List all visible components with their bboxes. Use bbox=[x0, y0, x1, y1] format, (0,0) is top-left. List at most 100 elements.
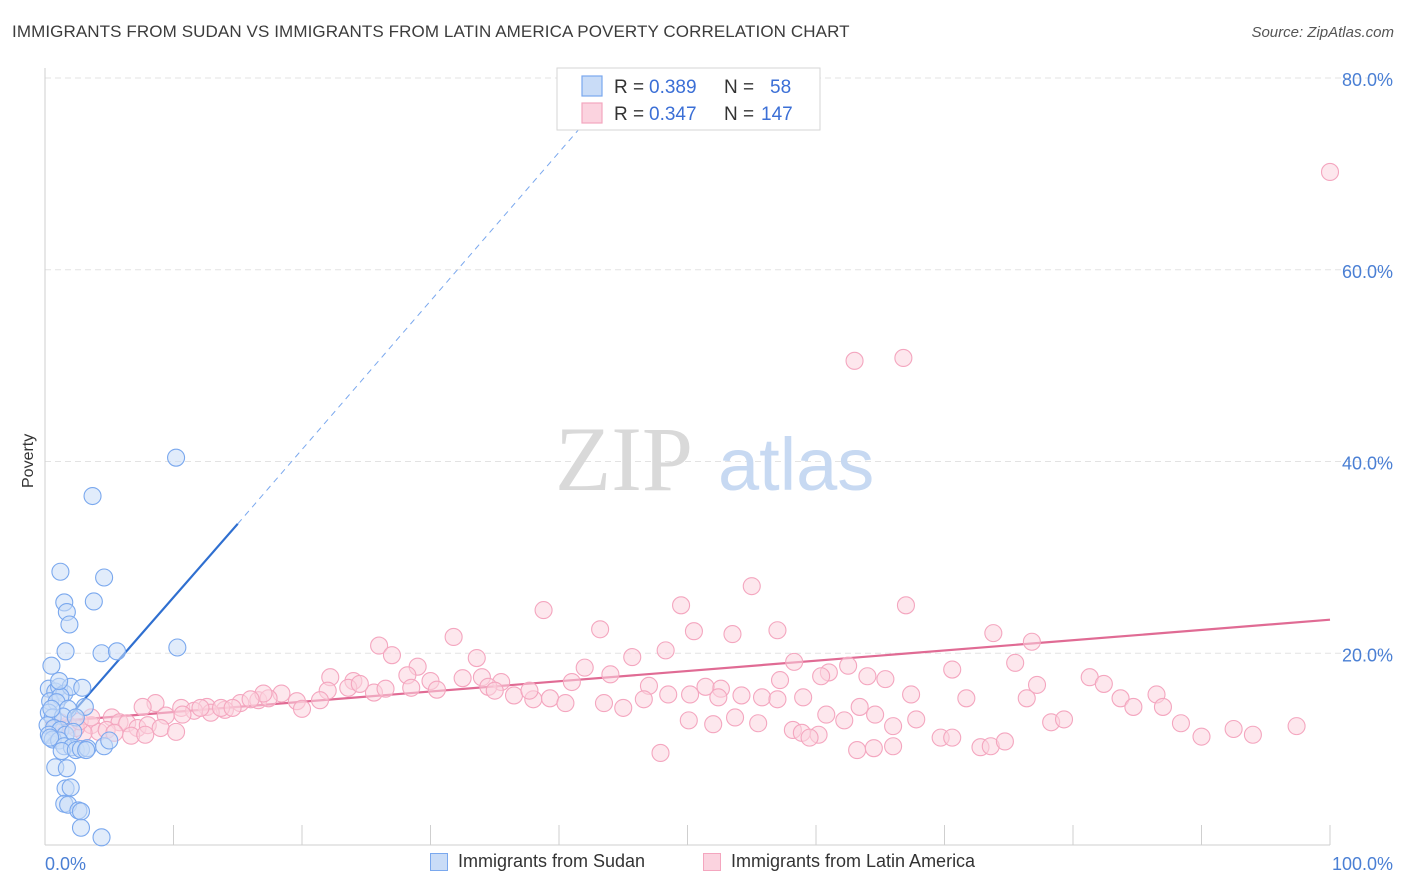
point-latin bbox=[540, 689, 560, 708]
point-latin bbox=[350, 674, 369, 693]
point-latin bbox=[151, 718, 170, 738]
point-latin bbox=[1243, 725, 1262, 744]
point-latin bbox=[562, 672, 581, 692]
point-latin bbox=[696, 677, 715, 696]
point-sudan bbox=[42, 699, 61, 718]
point-latin bbox=[292, 699, 312, 718]
point-latin bbox=[167, 722, 186, 741]
legend-box: R = 0.389 N = 58 R = 0.347 N = 147 bbox=[556, 67, 821, 131]
legend-r-value-sudan: 0.389 bbox=[649, 77, 697, 98]
y-axis-label: Poverty bbox=[20, 434, 37, 488]
point-latin bbox=[752, 688, 772, 707]
point-latin bbox=[1017, 689, 1036, 708]
legend-label-latin: Immigrants from Latin America bbox=[731, 851, 976, 871]
point-latin bbox=[896, 596, 916, 615]
point-latin bbox=[850, 697, 869, 716]
point-latin bbox=[1171, 714, 1190, 733]
point-latin bbox=[995, 732, 1014, 751]
point-latin bbox=[534, 601, 553, 620]
point-latin bbox=[173, 705, 192, 724]
point-latin bbox=[672, 596, 691, 615]
point-sudan bbox=[95, 568, 114, 587]
point-latin bbox=[894, 348, 913, 368]
point-sudan bbox=[84, 592, 103, 611]
legend-r-label-latin: R = bbox=[614, 104, 644, 125]
y-tick-label: 80.0% bbox=[1342, 70, 1393, 90]
point-latin bbox=[575, 658, 594, 677]
point-sudan bbox=[71, 818, 91, 837]
point-latin bbox=[223, 698, 242, 717]
point-sudan bbox=[56, 642, 75, 661]
point-latin bbox=[601, 665, 620, 684]
point-latin bbox=[902, 685, 921, 704]
point-sudan bbox=[83, 486, 102, 506]
point-latin bbox=[984, 624, 1003, 643]
legend-r-label-sudan: R = bbox=[614, 77, 644, 98]
point-sudan bbox=[168, 638, 187, 657]
point-latin bbox=[858, 667, 877, 686]
point-latin bbox=[679, 711, 698, 730]
point-sudan bbox=[57, 759, 76, 778]
point-latin bbox=[681, 685, 700, 704]
point-latin bbox=[594, 694, 614, 713]
point-latin bbox=[1006, 653, 1025, 672]
point-sudan bbox=[100, 731, 119, 750]
data-points bbox=[38, 162, 1340, 847]
point-sudan bbox=[73, 678, 92, 697]
point-sudan bbox=[92, 828, 111, 847]
point-latin bbox=[768, 690, 787, 709]
point-latin bbox=[191, 698, 210, 717]
legend-n-value-latin: 147 bbox=[761, 104, 793, 125]
point-latin bbox=[136, 725, 155, 744]
point-sudan bbox=[71, 802, 91, 821]
point-latin bbox=[656, 641, 675, 660]
point-latin bbox=[848, 741, 867, 760]
point-sudan bbox=[77, 741, 96, 760]
point-latin bbox=[845, 351, 864, 370]
point-latin bbox=[725, 708, 745, 727]
point-latin bbox=[634, 690, 653, 709]
point-latin bbox=[556, 694, 575, 713]
source-label: Source: ZipAtlas.com bbox=[1251, 24, 1394, 41]
legend-r-value-latin: 0.347 bbox=[649, 104, 697, 125]
point-sudan bbox=[51, 562, 70, 581]
x-tick-label: 0.0% bbox=[45, 854, 86, 874]
point-latin bbox=[614, 698, 633, 717]
point-latin bbox=[817, 705, 836, 724]
point-latin bbox=[709, 688, 728, 707]
point-latin bbox=[866, 705, 885, 724]
point-sudan bbox=[61, 778, 80, 797]
point-latin bbox=[310, 691, 330, 710]
point-latin bbox=[732, 686, 751, 705]
point-latin bbox=[742, 577, 761, 596]
point-latin bbox=[241, 690, 260, 709]
point-latin bbox=[957, 689, 976, 708]
y-tick-label: 20.0% bbox=[1342, 645, 1393, 665]
watermark-zip: ZIP bbox=[555, 408, 693, 510]
point-sudan bbox=[41, 728, 60, 747]
point-latin bbox=[467, 648, 486, 668]
point-latin bbox=[1022, 632, 1041, 651]
point-latin bbox=[376, 679, 395, 698]
point-latin bbox=[812, 667, 831, 686]
point-latin bbox=[1124, 697, 1143, 716]
watermark: ZIP atlas bbox=[555, 408, 874, 510]
point-latin bbox=[1192, 727, 1211, 746]
point-latin bbox=[1224, 719, 1243, 739]
point-latin bbox=[794, 688, 813, 707]
point-latin bbox=[427, 680, 446, 699]
legend-swatch bbox=[703, 852, 721, 871]
chart-title: IMMIGRANTS FROM SUDAN VS IMMIGRANTS FROM… bbox=[12, 22, 850, 41]
legend-n-label-sudan: N = bbox=[724, 77, 754, 98]
legend-item-sudan: Immigrants from Sudan bbox=[430, 851, 645, 872]
point-latin bbox=[704, 715, 723, 734]
tick-labels: 20.0% 40.0% 60.0% 80.0% 0.0% 100.0% bbox=[45, 70, 1393, 874]
bottom-legend: Immigrants from Sudan Immigrants from La… bbox=[0, 851, 1406, 881]
point-latin bbox=[133, 697, 152, 716]
point-latin bbox=[504, 686, 524, 705]
legend-label-sudan: Immigrants from Sudan bbox=[458, 851, 646, 871]
point-sudan bbox=[60, 615, 79, 634]
point-latin bbox=[444, 627, 463, 647]
point-latin bbox=[785, 652, 804, 671]
